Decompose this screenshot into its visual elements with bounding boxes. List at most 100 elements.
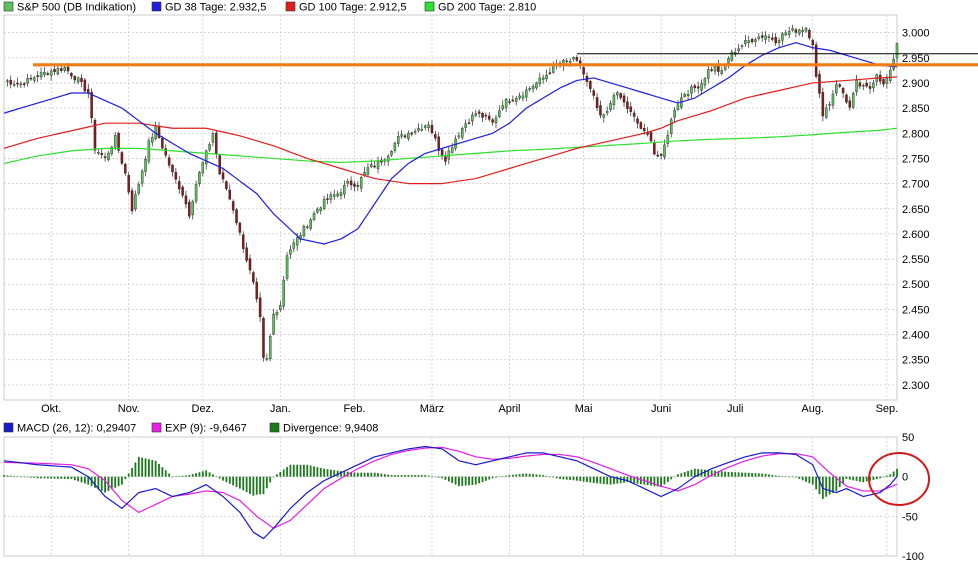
divergence-bar [451,476,454,484]
candle-body [494,117,498,124]
divergence-bar [185,475,187,477]
divergence-bar [303,464,305,477]
candle [865,79,868,88]
candle-body [703,78,707,86]
candle-body [356,185,360,187]
divergence-bar [869,476,871,481]
candle [467,118,471,125]
candle [605,106,609,116]
legend-label: GD 200 Tage: 2.810 [438,2,536,14]
candle-body [811,39,814,46]
macd-series [3,445,930,540]
candle [174,168,178,184]
candle-body [252,272,255,283]
candle-body [787,31,791,35]
candle-body [531,85,535,90]
divergence-bar [67,476,69,479]
divergence-bar [154,460,157,477]
divergence-bar [508,475,511,477]
candle-body [36,75,39,77]
divergence-bar [383,474,386,477]
candle [356,181,360,192]
candle-body [46,73,50,75]
candle [268,334,272,362]
divergence-bar [127,473,130,477]
divergence-bar [828,476,831,495]
candle-body [140,170,144,184]
divergence-bar [747,472,750,477]
candle [835,80,838,97]
divergence-bar [525,473,528,477]
candle-body [690,86,693,94]
divergence-bar [484,476,487,481]
legend-label: MACD (26, 12): 0,29407 [17,423,136,435]
candle-body [332,194,336,197]
candle [589,80,592,93]
divergence-bar [87,476,90,485]
candle-body [686,94,690,96]
candle [366,162,370,177]
divergence-bar [592,476,595,484]
divergence-bar [811,476,814,485]
divergence-bar [609,476,612,485]
divergence-bar [764,473,767,477]
candle-body [329,194,333,200]
legend-swatch [151,1,162,12]
candle-body [727,58,730,64]
divergence-bar [50,476,53,479]
divergence-bar [367,472,369,477]
candle [312,210,316,222]
candle [33,75,36,84]
candle-body [632,112,636,117]
candle-body [397,136,400,144]
candle-body [282,279,285,307]
candle-body [457,135,461,138]
x-tick-label: März [420,403,444,415]
candle [231,199,235,214]
divergence-bar [774,475,777,477]
candle-body [363,172,366,176]
candle-body [430,124,434,134]
price-plot-frame [3,14,898,401]
candle-body [831,93,835,106]
candle [171,163,174,177]
candle [19,81,23,88]
divergence-bar [104,476,106,493]
candle [639,121,643,130]
candle-body [609,103,612,110]
divergence-bar [60,476,63,479]
divergence-bar [326,469,329,477]
divergence-bar [606,476,609,485]
candle-body [693,85,697,89]
divergence-bar [852,476,855,481]
divergence-bar [586,476,588,483]
candle [413,128,417,135]
divergence-bar [704,469,706,477]
candle [592,88,595,100]
macd-legend-item-0: MACD (26, 12): 0,29407 [3,423,136,435]
candle-body [754,39,757,42]
candle-body [97,152,100,154]
price-y-tick-label: 2.650 [902,204,930,216]
candle-body [467,122,471,124]
candle [235,208,238,226]
divergence-bar [141,457,144,477]
candle-body [76,77,80,83]
divergence-bar [100,476,103,491]
candle-body [568,61,572,63]
candle-body [29,77,33,80]
divergence-bar [552,476,555,478]
divergence-bar [390,475,393,477]
candle-body [285,255,289,279]
candle [626,96,629,114]
divergence-bar [680,473,683,477]
candle-body [188,201,191,217]
candle-body [63,67,66,71]
candle [238,221,242,236]
x-axis-labels: Okt. Nov. Dez. Jan. Feb. März April Mai Juni Juli… [41,403,898,415]
candle-body [700,83,703,91]
candle-body [420,128,424,131]
divergence-bar [73,476,76,481]
divergence-bar [252,476,255,496]
